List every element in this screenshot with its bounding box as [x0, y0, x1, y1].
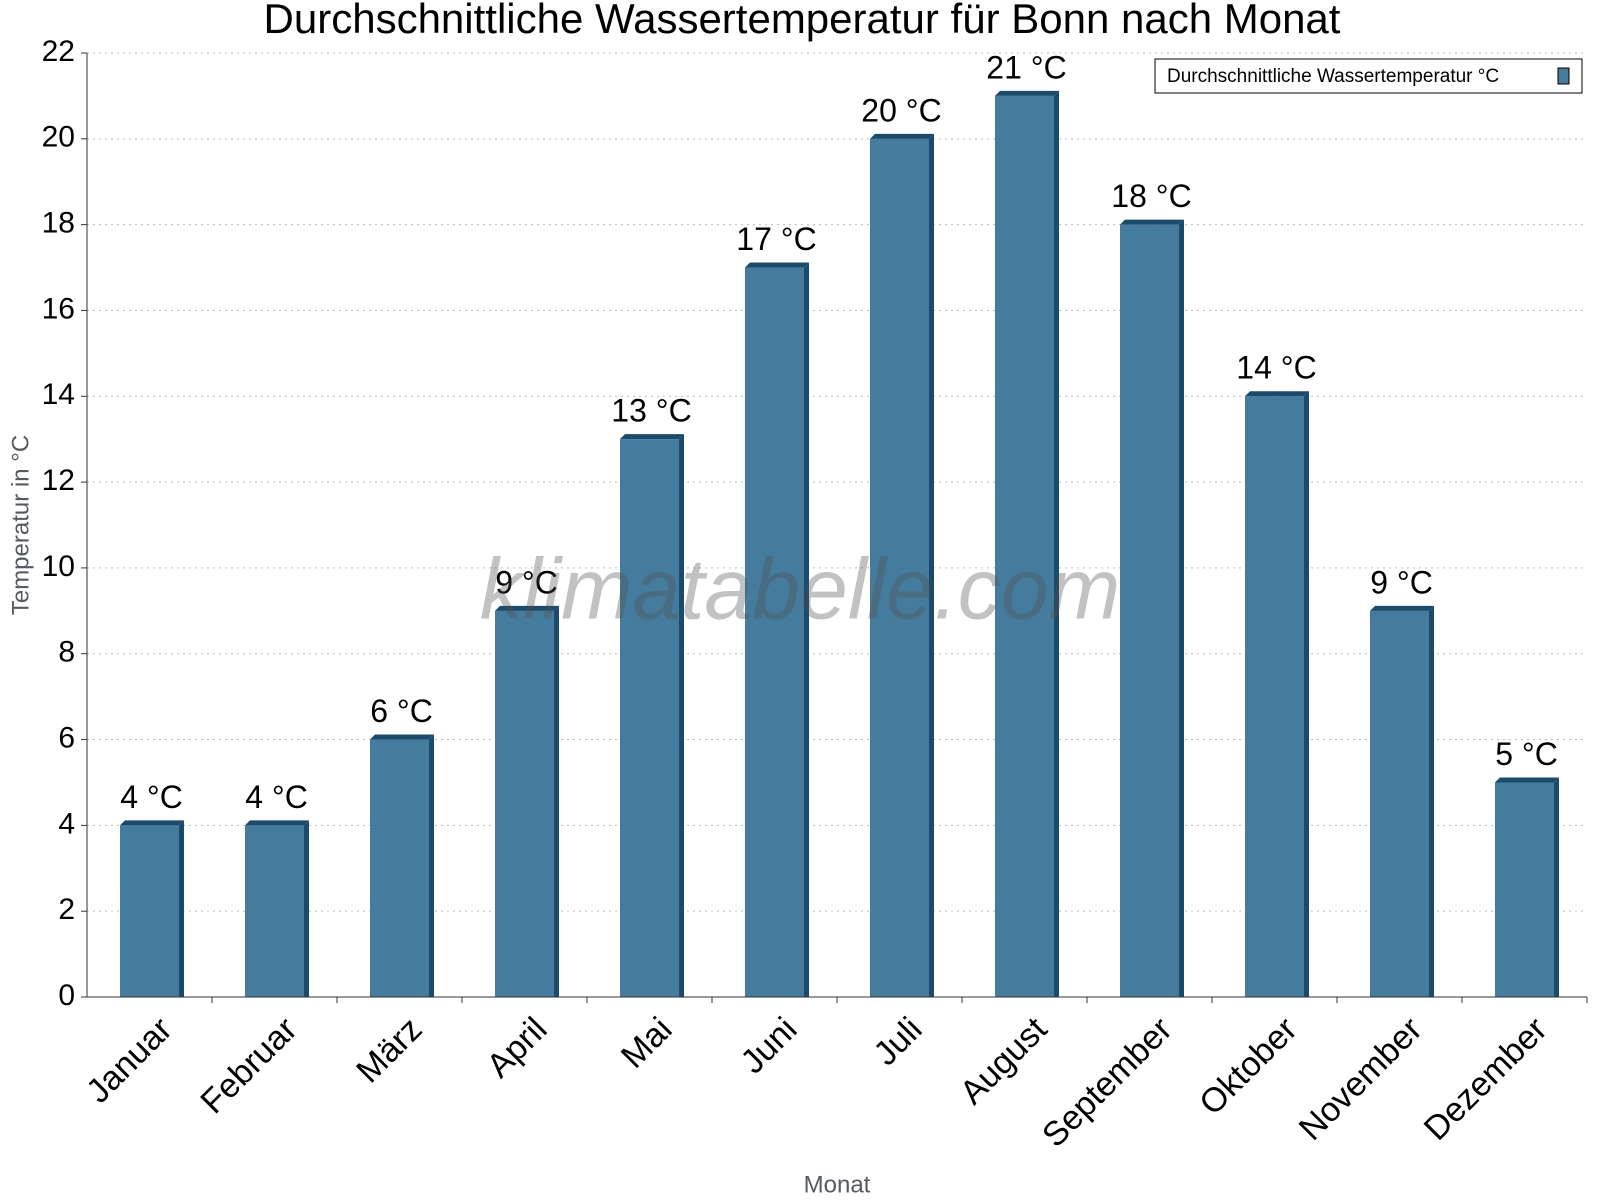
y-tick-label: 6	[58, 721, 75, 754]
x-tick-label: Mai	[614, 1010, 680, 1076]
bar-front	[995, 95, 1054, 998]
x-tick-label: Juni	[734, 1010, 805, 1081]
legend-swatch	[1557, 67, 1570, 85]
y-tick-label: 0	[58, 979, 75, 1012]
bar	[495, 605, 559, 997]
bar-top	[1120, 219, 1184, 225]
value-label: 17 °C	[736, 221, 816, 257]
y-tick-label: 18	[42, 207, 75, 240]
bar-side	[804, 262, 809, 998]
y-tick-label: 20	[42, 121, 75, 154]
value-label: 9 °C	[495, 564, 558, 600]
bar-front	[620, 439, 679, 997]
bar-side	[1554, 777, 1559, 997]
value-label: 14 °C	[1236, 350, 1316, 386]
bar-top	[120, 820, 184, 826]
value-label: 21 °C	[986, 49, 1066, 85]
bar	[620, 434, 684, 997]
value-label: 20 °C	[861, 92, 941, 128]
bar-side	[1429, 605, 1434, 997]
y-tick-label: 12	[42, 464, 75, 497]
x-tick-label: März	[349, 1010, 429, 1090]
bar-front	[1245, 396, 1304, 998]
bar-front	[245, 825, 304, 997]
y-tick-label: 16	[42, 292, 75, 325]
x-tick-label: Januar	[79, 1010, 179, 1110]
y-tick-label: 14	[42, 378, 75, 411]
y-tick-label: 8	[58, 636, 75, 669]
bar-side	[929, 133, 934, 997]
bar-front	[745, 267, 804, 998]
bar	[995, 90, 1059, 998]
x-tick-label: September	[1035, 1010, 1179, 1154]
bar-front	[1120, 224, 1179, 998]
bar-front	[870, 138, 929, 997]
y-tick-label: 2	[58, 893, 75, 926]
bar-top	[1370, 605, 1434, 611]
x-tick-label: Juli	[867, 1010, 930, 1073]
bar	[745, 262, 809, 998]
bar-front	[1495, 782, 1554, 997]
value-label: 9 °C	[1370, 564, 1433, 600]
value-label: 5 °C	[1495, 736, 1558, 772]
y-tick-label: 22	[42, 35, 75, 68]
bar	[1370, 605, 1434, 997]
y-tick-label: 4	[58, 807, 75, 840]
bar	[1495, 777, 1559, 997]
x-tick-label: Oktober	[1192, 1010, 1304, 1122]
bar-front	[370, 739, 429, 997]
bar-top	[870, 133, 934, 139]
watermark: klimatabelle.com	[480, 542, 1120, 638]
bar-top	[495, 605, 559, 611]
value-label: 6 °C	[370, 693, 433, 729]
bar	[1245, 391, 1309, 998]
x-tick-label: April	[480, 1010, 555, 1085]
chart-title: Durchschnittliche Wassertemperatur für B…	[264, 0, 1341, 42]
legend-label: Durchschnittliche Wassertemperatur °C	[1167, 66, 1499, 87]
value-label: 13 °C	[611, 393, 691, 429]
value-label: 4 °C	[245, 779, 308, 815]
bar-side	[1179, 219, 1184, 998]
bar	[370, 734, 434, 997]
bar-side	[1304, 391, 1309, 998]
legend-box	[1154, 58, 1583, 94]
bar-side	[554, 605, 559, 997]
bar-side	[1054, 90, 1059, 998]
bar-front	[120, 825, 179, 997]
bar-top	[1495, 777, 1559, 783]
bar-top	[370, 734, 434, 740]
x-axis-label: Monat	[804, 1171, 871, 1198]
x-tick-label: Dezember	[1417, 1010, 1555, 1148]
x-tick-label: Februar	[193, 1010, 304, 1121]
x-tick-label: August	[953, 1010, 1055, 1112]
y-tick-label: 10	[42, 550, 75, 583]
bar	[245, 820, 309, 997]
bar-side	[679, 434, 684, 997]
value-label: 18 °C	[1111, 178, 1191, 214]
bar-top	[620, 434, 684, 440]
bar-front	[1370, 610, 1429, 997]
bar-side	[179, 820, 184, 997]
bar-top	[745, 262, 809, 268]
bar	[1120, 219, 1184, 998]
value-label: 4 °C	[120, 779, 183, 815]
bar	[870, 133, 934, 997]
bar-top	[995, 90, 1059, 96]
bar	[120, 820, 184, 997]
bar-top	[245, 820, 309, 826]
bar-side	[429, 734, 434, 997]
x-tick-label: November	[1292, 1010, 1430, 1148]
y-axis-label: Temperatur in °C	[7, 435, 34, 615]
bar-front	[495, 610, 554, 997]
bar-side	[304, 820, 309, 997]
bar-top	[1245, 391, 1309, 397]
